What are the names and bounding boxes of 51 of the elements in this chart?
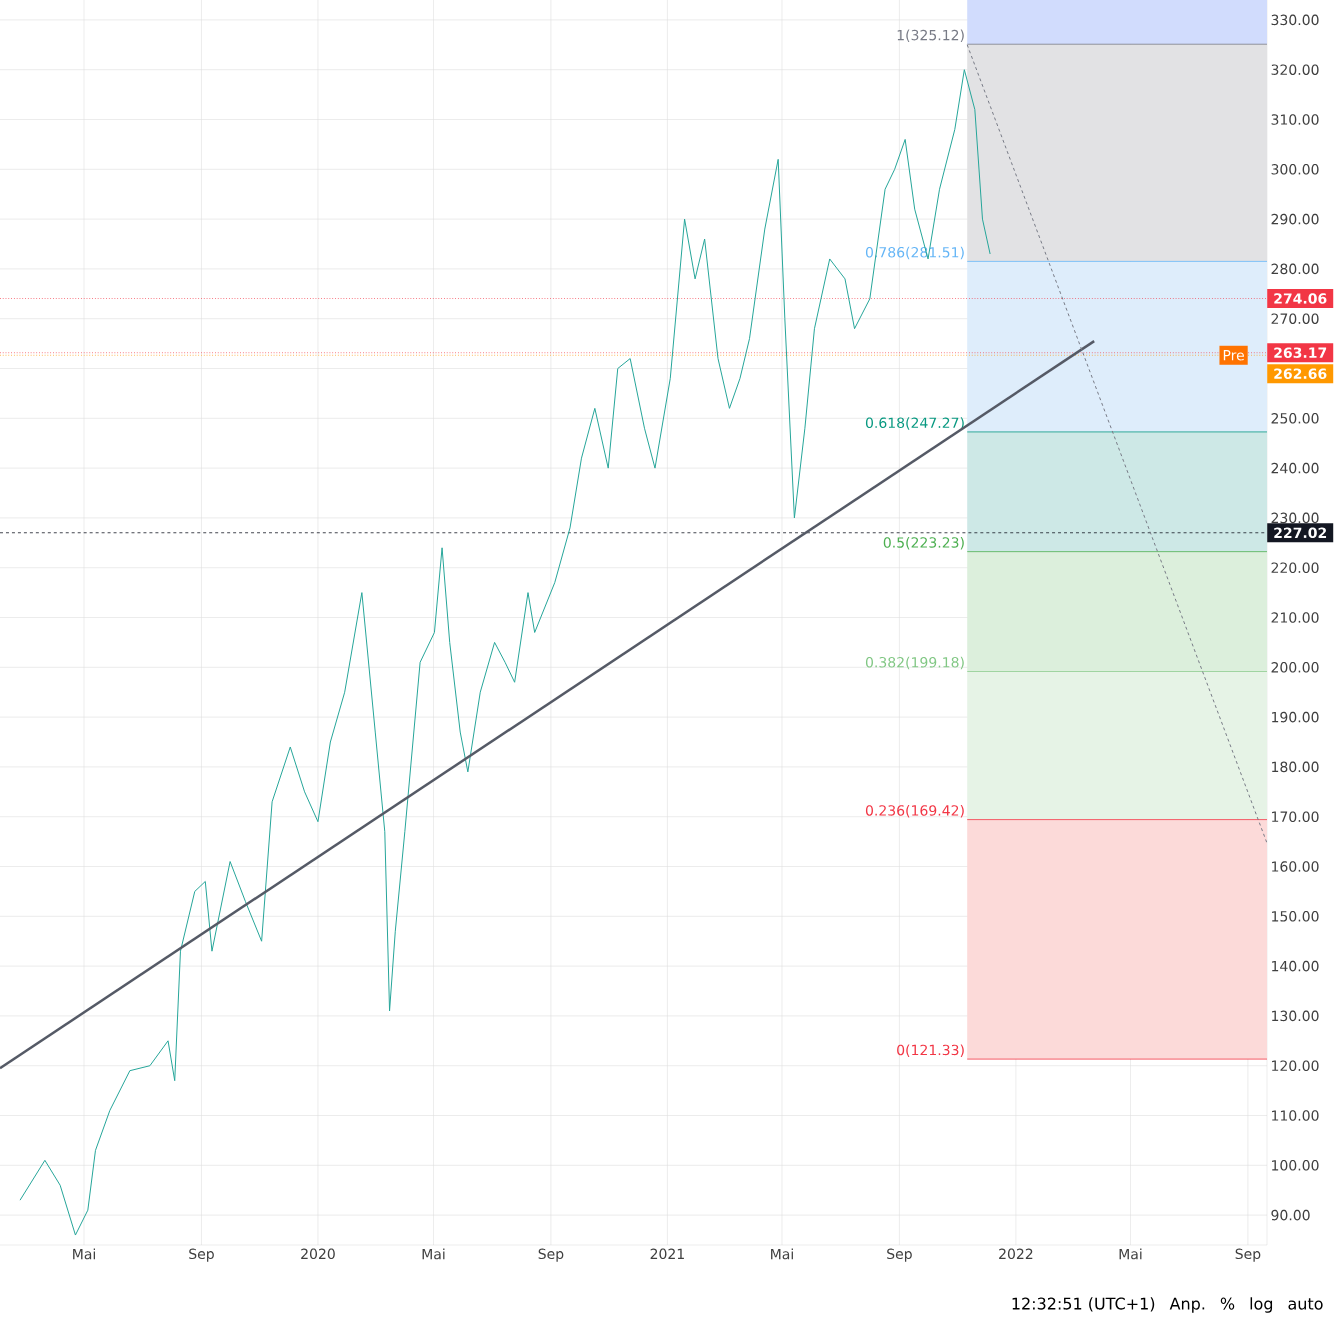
y-tick-label: 120.00	[1272, 1060, 1319, 1072]
text: 12:32:51 (UTC+1)	[1012, 1297, 1155, 1312]
text: log	[1250, 1297, 1273, 1313]
y-tick-label: 180.00	[1272, 761, 1319, 773]
text: auto	[1288, 1298, 1323, 1310]
ref-line-label: 227.02	[1274, 527, 1327, 539]
y-tick-label: 270.00	[1271, 313, 1319, 325]
y-tick-label: 110.00	[1272, 1110, 1319, 1121]
annotation: Pre	[1223, 350, 1244, 361]
y-tick-label: 150.00	[1272, 911, 1319, 922]
y-tick-label: 200.00	[1271, 662, 1319, 673]
text: %	[1220, 1297, 1235, 1310]
y-tick-label: 160.00	[1272, 861, 1319, 872]
y-tick-label: 140.00	[1272, 960, 1319, 972]
x-tick-label: Sep	[538, 1248, 564, 1262]
y-tick-label: 130.00	[1272, 1010, 1319, 1022]
ref-line-label: 0.236(169.42)	[865, 804, 964, 818]
x-tick-label: 2022	[999, 1248, 1033, 1260]
y-tick-label: 280.00	[1271, 263, 1319, 275]
x-tick-label: Mai	[1119, 1248, 1142, 1260]
y-tick-label: 210.00	[1271, 612, 1319, 623]
ref-line-label: 0(121.33)	[897, 1044, 964, 1057]
x-tick-label: Mai	[771, 1248, 793, 1260]
ref-line-label: 0.5(223.23)	[883, 536, 964, 550]
y-tick-label: 170.00	[1272, 811, 1319, 823]
y-tick-label: 300.00	[1271, 164, 1319, 175]
y-tick-label: 220.00	[1271, 562, 1319, 574]
x-tick-label: Mai	[73, 1248, 95, 1260]
y-tick-label: 320.00	[1271, 64, 1319, 76]
y-tick-label: 240.00	[1271, 462, 1319, 474]
y-tick-label: 290.00	[1271, 213, 1319, 225]
y-tick-label: 190.00	[1272, 711, 1319, 723]
y-tick-label: 100.00	[1272, 1160, 1319, 1171]
y-tick-label: 90.00	[1271, 1209, 1310, 1221]
ref-line-label: 262.66	[1274, 368, 1327, 379]
ref-line-label: 0.618(247.27)	[865, 417, 964, 430]
x-tick-label: Mai	[422, 1248, 445, 1260]
x-tick-label: Sep	[189, 1248, 214, 1262]
y-tick-label: 310.00	[1271, 114, 1319, 125]
x-tick-label: Sep	[887, 1248, 912, 1262]
ref-line-label: 274.06	[1274, 293, 1327, 304]
y-tick-label: 230.00	[1271, 512, 1319, 524]
ref-line-label: 0.382(199.18)	[865, 656, 964, 670]
x-tick-label: 2021	[650, 1248, 684, 1260]
ref-line-label: 263.17	[1274, 347, 1327, 358]
y-tick-label: 250.00	[1271, 413, 1319, 424]
x-tick-label: 2020	[301, 1248, 335, 1260]
y-tick-label: 330.00	[1271, 14, 1319, 26]
ref-line-label: 1(325.12)	[897, 29, 964, 43]
text: Anp.	[1169, 1297, 1205, 1313]
x-tick-label: Sep	[1235, 1248, 1261, 1262]
